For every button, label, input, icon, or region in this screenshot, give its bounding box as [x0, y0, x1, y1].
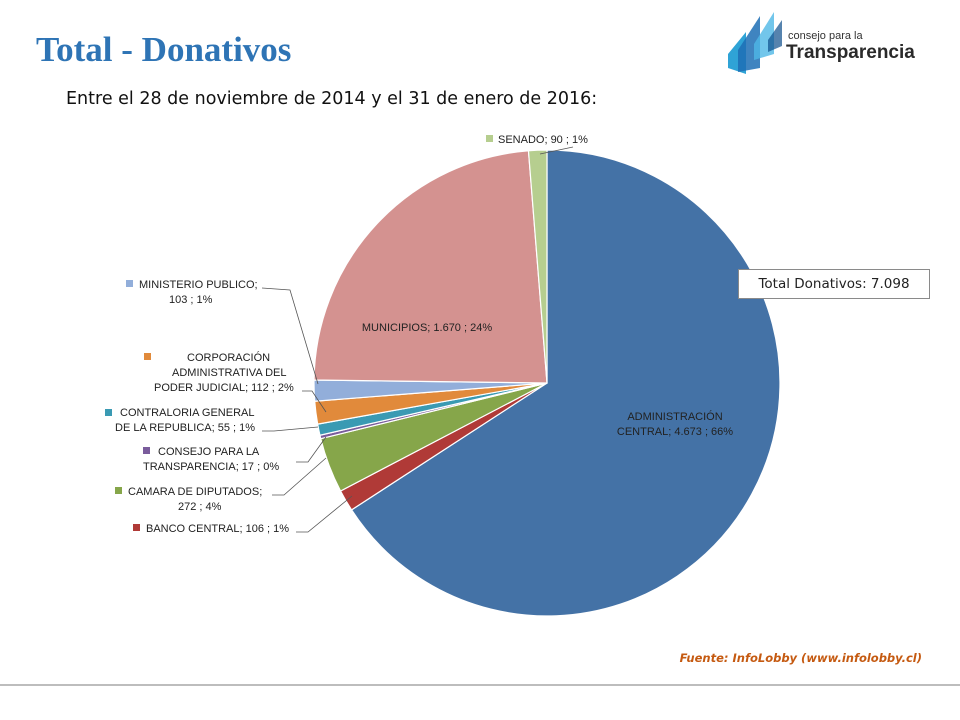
- logo-mark-icon: [728, 12, 782, 74]
- data-label-0: ADMINISTRACIÓN CENTRAL; 4.673 ; 66%: [617, 410, 733, 438]
- data-label-4: CONTRALORIA GENERAL DE LA REPUBLICA; 55 ;…: [115, 407, 255, 434]
- legend-marker-6: [126, 280, 133, 287]
- logo-big-text: Transparencia: [786, 42, 915, 63]
- data-label-6: MINISTERIO PUBLICO; 103 ; 1%: [139, 279, 258, 306]
- page-title: Total - Donativos: [36, 30, 292, 69]
- leader-line-1: [296, 495, 353, 533]
- legend-marker-5: [144, 353, 151, 360]
- legend-marker-2: [115, 487, 122, 494]
- leader-line-6: [261, 287, 319, 385]
- data-label-8: SENADO; 90 ; 1%: [498, 134, 588, 146]
- pie-slice-7: [313, 150, 548, 384]
- pie-slice-8: [527, 149, 548, 384]
- date-range-subtitle: Entre el 28 de noviembre de 2014 y el 31…: [66, 89, 598, 109]
- footer-divider: [0, 684, 960, 686]
- logo-small-text: consejo para la: [788, 30, 863, 42]
- source-note: Fuente: InfoLobby (www.infolobby.cl): [679, 651, 922, 665]
- legend-marker-4: [105, 409, 112, 416]
- leader-line-5: [302, 390, 327, 413]
- leader-line-2: [272, 457, 327, 496]
- data-label-1: BANCO CENTRAL; 106 ; 1%: [146, 523, 289, 535]
- legend-marker-8: [486, 135, 493, 142]
- pie-slice-0: [350, 149, 781, 617]
- data-label-2: CAMARA DE DIPUTADOS; 272 ; 4%: [128, 486, 262, 513]
- legend-marker-3: [143, 447, 150, 454]
- leader-line-3: [296, 436, 327, 463]
- data-label-3: CONSEJO PARA LA TRANSPARENCIA; 17 ; 0%: [143, 446, 279, 473]
- legend-marker-1: [133, 524, 140, 531]
- leader-line-4: [262, 426, 319, 432]
- data-label-7: MUNICIPIOS; 1.670 ; 24%: [362, 322, 492, 334]
- total-donativos-box: Total Donativos: 7.098: [738, 269, 930, 299]
- data-label-5: CORPORACIÓN ADMINISTRATIVA DEL PODER JUDIC…: [154, 351, 294, 394]
- logo: consejo para la Transparencia: [724, 10, 915, 76]
- leader-line-8: [539, 146, 574, 155]
